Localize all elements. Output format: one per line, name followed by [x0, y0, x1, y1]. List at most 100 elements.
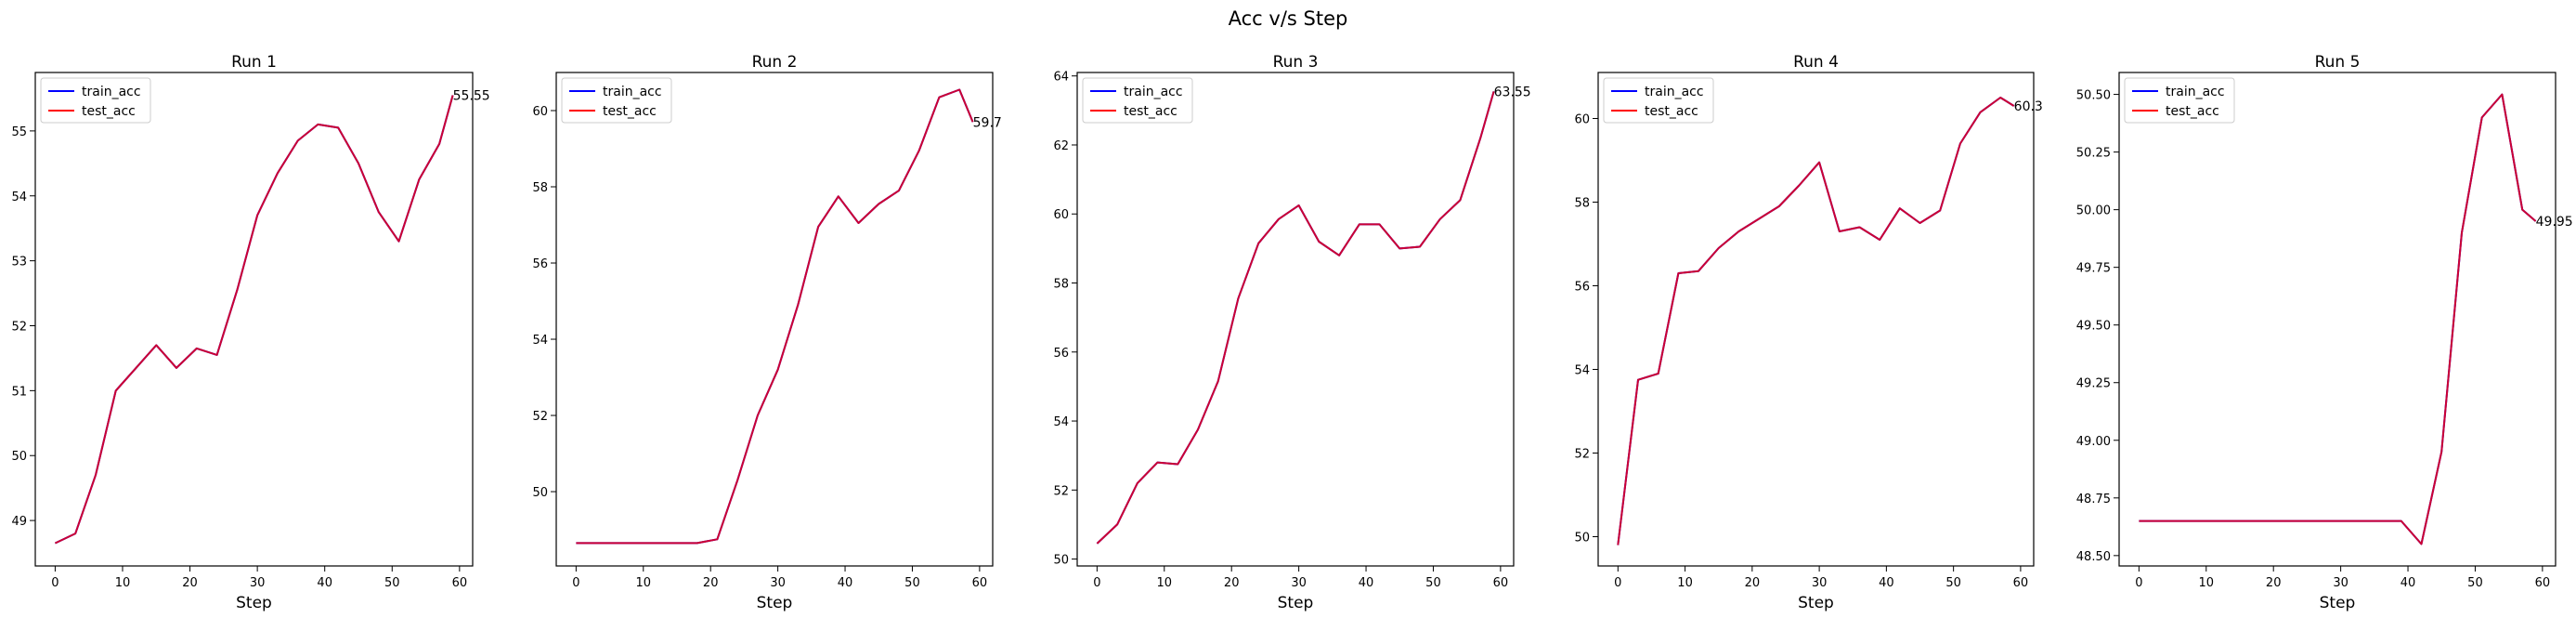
- x-tick-label: 60: [2013, 576, 2029, 590]
- x-tick-label: 50: [2467, 576, 2483, 590]
- x-tick-label: 20: [182, 576, 198, 590]
- x-tick-label: 10: [636, 576, 652, 590]
- y-tick-label: 50: [1053, 554, 1069, 568]
- subplot-run-4: Run 4 0 10 20 30 40 50 60 50 52 54 56 58 60 Step 60.3 tr…: [1574, 53, 2042, 612]
- y-tick-label: 49.25: [2076, 377, 2111, 391]
- x-tick-label: 40: [1879, 576, 1894, 590]
- legend-label-test-acc: test_acc: [603, 104, 657, 119]
- y-tick-label: 58: [1053, 278, 1069, 292]
- x-tick-label: 60: [452, 576, 468, 590]
- x-tick-label: 30: [250, 576, 266, 590]
- x-tick-label: 50: [384, 576, 400, 590]
- axes-frame: [555, 72, 994, 567]
- x-tick-label: 10: [115, 576, 131, 590]
- end-value-annotation: 63.55: [1494, 85, 1531, 99]
- y-tick-label: 53: [11, 256, 27, 270]
- x-tick-label: 0: [572, 576, 579, 590]
- series-line-test-acc: [2139, 93, 2537, 546]
- y-tick-label: 56: [1053, 347, 1069, 361]
- y-tick-label: 60: [1574, 113, 1590, 127]
- x-tick-label: 60: [2535, 576, 2551, 590]
- x-tick-label: 30: [2333, 576, 2348, 590]
- subplot-run-2: Run 2 0 10 20 30 40 50 60 50 52 54 56 58 60 Step 59.7 tr…: [532, 53, 1001, 612]
- series-line-train-acc: [576, 88, 974, 545]
- y-tick-label: 54: [1574, 364, 1590, 378]
- x-axis-label: Step: [757, 594, 793, 612]
- legend-label-train-acc: train_acc: [1645, 85, 1704, 99]
- subplot-title: Run 1: [231, 53, 277, 72]
- x-tick-label: 0: [51, 576, 59, 590]
- series-line-train-acc: [1096, 91, 1495, 545]
- x-tick-label: 50: [1425, 576, 1441, 590]
- x-tick-label: 20: [1745, 576, 1761, 590]
- axes-frame: [2118, 72, 2556, 567]
- x-tick-label: 40: [1359, 576, 1374, 590]
- x-tick-label: 0: [1093, 576, 1100, 590]
- y-tick-label: 60: [532, 105, 548, 119]
- x-axis-label: Step: [1798, 594, 1834, 612]
- x-tick-label: 20: [703, 576, 719, 590]
- legend: train_acc test_acc: [1082, 77, 1193, 124]
- x-tick-label: 30: [1291, 576, 1307, 590]
- subplots: Run 1 0 10 20 30 40 50 60 49 50 51 52 53 54 55 Step 55.5…: [11, 53, 2572, 612]
- legend-label-test-acc: test_acc: [82, 104, 136, 119]
- y-tick-label: 48.75: [2076, 493, 2111, 506]
- end-value-annotation: 49.95: [2536, 215, 2573, 230]
- y-tick-label: 64: [1053, 71, 1069, 85]
- x-tick-label: 20: [2266, 576, 2282, 590]
- subplot-title: Run 5: [2315, 53, 2361, 72]
- series-line-test-acc: [576, 88, 974, 545]
- x-tick-label: 50: [1945, 576, 1961, 590]
- y-tick-label: 58: [1574, 197, 1590, 211]
- legend-label-train-acc: train_acc: [82, 85, 141, 99]
- x-tick-label: 0: [2135, 576, 2142, 590]
- y-tick-label: 50: [532, 486, 548, 500]
- series-line-test-acc: [1617, 97, 2015, 546]
- subplot-run-1: Run 1 0 10 20 30 40 50 60 49 50 51 52 53 54 55 Step 55.5…: [11, 53, 489, 612]
- y-tick-label: 50: [11, 450, 27, 464]
- y-tick-label: 52: [1574, 448, 1590, 462]
- legend-label-test-acc: test_acc: [2166, 104, 2219, 119]
- x-tick-label: 30: [770, 576, 786, 590]
- end-value-annotation: 60.3: [2014, 99, 2043, 114]
- x-tick-label: 0: [1614, 576, 1621, 590]
- x-tick-label: 10: [1157, 576, 1173, 590]
- legend: train_acc test_acc: [40, 77, 151, 124]
- x-tick-label: 40: [838, 576, 853, 590]
- x-axis-label: Step: [1278, 594, 1314, 612]
- subplot-title: Run 3: [1273, 53, 1319, 72]
- y-tick-label: 60: [1053, 208, 1069, 222]
- series-line-test-acc: [1096, 91, 1495, 545]
- series-line-test-acc: [54, 95, 454, 545]
- x-axis-label: Step: [236, 594, 272, 612]
- x-tick-label: 50: [904, 576, 920, 590]
- series-line-train-acc: [2139, 93, 2537, 546]
- y-tick-label: 50.00: [2076, 204, 2111, 218]
- y-tick-label: 56: [1574, 281, 1590, 295]
- x-tick-label: 40: [317, 576, 332, 590]
- end-value-annotation: 59.7: [973, 115, 1002, 130]
- x-tick-label: 60: [1493, 576, 1509, 590]
- subplot-run-5: Run 5 0 10 20 30 40 50 60 48.50 48.75 49.00 49.25 49…: [2076, 53, 2573, 612]
- legend-label-train-acc: train_acc: [603, 85, 662, 99]
- x-tick-label: 20: [1224, 576, 1240, 590]
- x-tick-label: 30: [1812, 576, 1828, 590]
- series-line-train-acc: [54, 95, 454, 545]
- y-tick-label: 50.50: [2076, 89, 2111, 103]
- y-tick-label: 56: [532, 257, 548, 271]
- axes-frame: [34, 72, 474, 567]
- axes-frame: [1597, 72, 2035, 567]
- x-axis-label: Step: [2320, 594, 2356, 612]
- axes-frame: [1076, 72, 1515, 567]
- y-tick-label: 52: [532, 410, 548, 424]
- y-tick-label: 49: [11, 515, 27, 529]
- legend: train_acc test_acc: [561, 77, 672, 124]
- y-tick-label: 49.00: [2076, 435, 2111, 449]
- x-tick-label: 10: [1677, 576, 1693, 590]
- y-tick-label: 49.75: [2076, 262, 2111, 276]
- legend-label-test-acc: test_acc: [1124, 104, 1177, 119]
- y-tick-label: 58: [532, 181, 548, 195]
- subplot-title: Run 4: [1793, 53, 1839, 72]
- x-tick-label: 10: [2199, 576, 2215, 590]
- y-tick-label: 54: [532, 334, 548, 348]
